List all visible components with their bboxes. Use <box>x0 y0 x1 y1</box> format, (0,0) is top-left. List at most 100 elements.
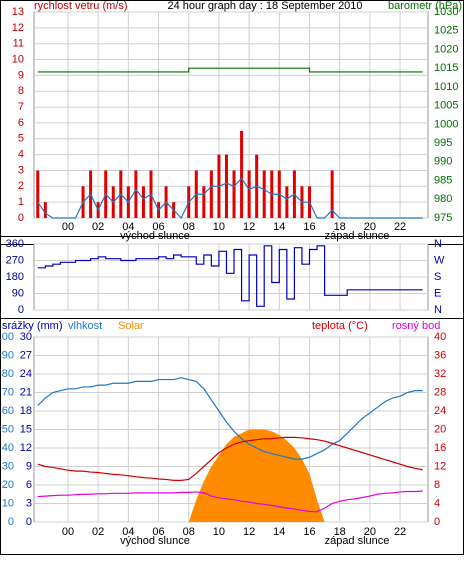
y-tick-label: 100 <box>0 331 14 343</box>
x-tick-label: 14 <box>273 526 285 538</box>
x-tick-label: 18 <box>334 526 346 538</box>
x-tick-label: 10 <box>213 526 225 538</box>
y2-tick-label: 8 <box>434 479 440 491</box>
y2-axis-label: barometr (hPa) <box>388 0 462 12</box>
y3-tick-label: 30 <box>20 331 32 343</box>
bar <box>202 186 206 218</box>
annotation: východ slunce <box>120 535 190 547</box>
y3-tick-label: 18 <box>20 405 32 417</box>
y3-tick-label: 15 <box>20 423 32 435</box>
y3-tick-label: 24 <box>20 368 32 380</box>
y2-tick-label: 20 <box>434 423 446 435</box>
y3-tick-label: 27 <box>20 349 32 361</box>
bar <box>232 170 236 218</box>
bar <box>141 186 145 218</box>
y-tick-label: 3 <box>18 164 24 176</box>
y3-tick-label: 12 <box>20 442 32 454</box>
x-tick-label: 22 <box>394 526 406 538</box>
y-tick-label: 4 <box>18 149 24 161</box>
y-tick-label: 60 <box>2 405 14 417</box>
y-tick-label: 10 <box>2 497 14 509</box>
y2-tick-label: 4 <box>434 497 440 509</box>
x-tick-label: 14 <box>273 221 285 233</box>
y2-tick-label: 990 <box>434 156 452 168</box>
bar <box>36 170 40 218</box>
x-tick-label: 12 <box>243 221 255 233</box>
legend-label: rosný bod <box>392 320 440 332</box>
x-tick-label: 16 <box>303 221 315 233</box>
area <box>37 429 423 522</box>
x-tick-label: 00 <box>62 526 74 538</box>
y-tick-label: 270 <box>6 254 24 266</box>
y2-tick-label: N <box>434 238 442 250</box>
y-tick-label: 20 <box>2 479 14 491</box>
legend-label: vlhkost <box>68 320 102 332</box>
x-tick-label: 02 <box>92 221 104 233</box>
x-tick-label: 12 <box>243 526 255 538</box>
bar <box>224 154 228 218</box>
y2-tick-label: 36 <box>434 349 446 361</box>
y2-tick-label: 1020 <box>434 43 458 55</box>
y2-tick-label: 975 <box>434 212 452 224</box>
y-tick-label: 180 <box>6 271 24 283</box>
y2-tick-label: 32 <box>434 368 446 380</box>
line <box>37 436 423 481</box>
legend-label: Solar <box>118 320 144 332</box>
y2-tick-label: 16 <box>434 442 446 454</box>
x-tick-label: 16 <box>303 526 315 538</box>
y-tick-label: 50 <box>2 423 14 435</box>
y2-tick-label: W <box>434 254 445 266</box>
y3-axis-label: srážky (mm) <box>2 320 63 332</box>
bar <box>247 170 251 218</box>
y2-tick-label: 0 <box>434 516 440 528</box>
y-tick-label: 0 <box>18 212 24 224</box>
y-tick-label: 70 <box>2 386 14 398</box>
y3-tick-label: 0 <box>26 516 32 528</box>
y2-tick-label: 1025 <box>434 25 458 37</box>
y2-tick-label: 1005 <box>434 100 458 112</box>
y-axis-label: rychlost vetru (m/s) <box>34 0 128 12</box>
y-tick-label: 9 <box>18 69 24 81</box>
line <box>37 67 423 73</box>
y2-tick-label: 24 <box>434 405 446 417</box>
y3-tick-label: 21 <box>20 386 32 398</box>
y-tick-label: 1 <box>18 196 24 208</box>
x-tick-label: 08 <box>183 221 195 233</box>
y-tick-label: 360 <box>6 238 24 250</box>
x-tick-label: 20 <box>364 221 376 233</box>
x-tick-label: 22 <box>394 221 406 233</box>
y2-tick-label: 980 <box>434 193 452 205</box>
y3-tick-label: 3 <box>26 497 32 509</box>
x-tick-label: 10 <box>213 221 225 233</box>
bar <box>240 130 244 218</box>
bar <box>285 186 289 218</box>
x-tick-label: 20 <box>364 526 376 538</box>
annotation: východ slunce <box>120 230 190 242</box>
x-tick-label: 04 <box>122 221 134 233</box>
line <box>37 245 423 307</box>
y2-tick-label: 985 <box>434 174 452 186</box>
y-tick-label: 40 <box>2 442 14 454</box>
bar <box>330 170 334 218</box>
y-tick-label: 12 <box>12 22 24 34</box>
y3-tick-label: 9 <box>26 460 32 472</box>
bar <box>43 202 47 218</box>
y2-axis-label: teplota (°C) <box>312 320 368 332</box>
y-tick-label: 2 <box>18 180 24 192</box>
y-tick-label: 10 <box>12 53 24 65</box>
y2-tick-label: S <box>434 271 441 283</box>
y-tick-label: 30 <box>2 460 14 472</box>
x-tick-label: 02 <box>92 526 104 538</box>
y3-tick-label: 6 <box>26 479 32 491</box>
x-tick-label: 18 <box>334 221 346 233</box>
y-tick-label: 0 <box>18 304 24 316</box>
bar <box>262 170 266 218</box>
y2-tick-label: 1030 <box>434 6 458 18</box>
y2-tick-label: 28 <box>434 386 446 398</box>
y2-tick-label: 1000 <box>434 118 458 130</box>
chart-title: 24 hour graph day : 18 September 2010 <box>167 0 362 12</box>
x-tick-label: 08 <box>183 526 195 538</box>
y2-tick-label: E <box>434 287 441 299</box>
plot-area <box>33 11 429 219</box>
